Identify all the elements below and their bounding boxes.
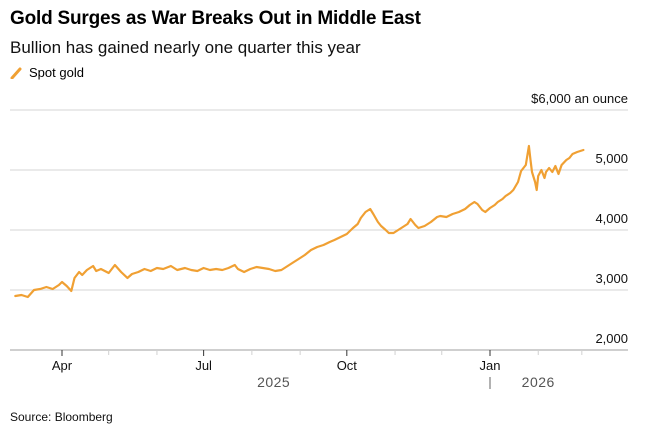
x-tick-label: Oct bbox=[337, 358, 358, 373]
legend-line-icon bbox=[10, 67, 22, 79]
y-tick-label: 5,000 bbox=[595, 151, 628, 166]
source-note: Source: Bloomberg bbox=[10, 410, 113, 424]
legend-label: Spot gold bbox=[29, 65, 84, 80]
chart-title: Gold Surges as War Breaks Out in Middle … bbox=[10, 8, 421, 29]
x-tick-label: Apr bbox=[52, 358, 73, 373]
y-tick-label: 4,000 bbox=[595, 211, 628, 226]
y-tick-label: 3,000 bbox=[595, 271, 628, 286]
series-line-spot-gold bbox=[14, 144, 585, 299]
y-tick-label: $6,000 an ounce bbox=[531, 91, 628, 106]
x-tick-label: Jan bbox=[480, 358, 501, 373]
legend: Spot gold bbox=[10, 65, 84, 80]
chart-subtitle: Bullion has gained nearly one quarter th… bbox=[10, 38, 361, 57]
x-year-label: 2025 bbox=[257, 374, 290, 390]
x-year-label: 2026 bbox=[522, 374, 555, 390]
x-tick-label: Jul bbox=[195, 358, 212, 373]
y-tick-label: 2,000 bbox=[595, 331, 628, 346]
